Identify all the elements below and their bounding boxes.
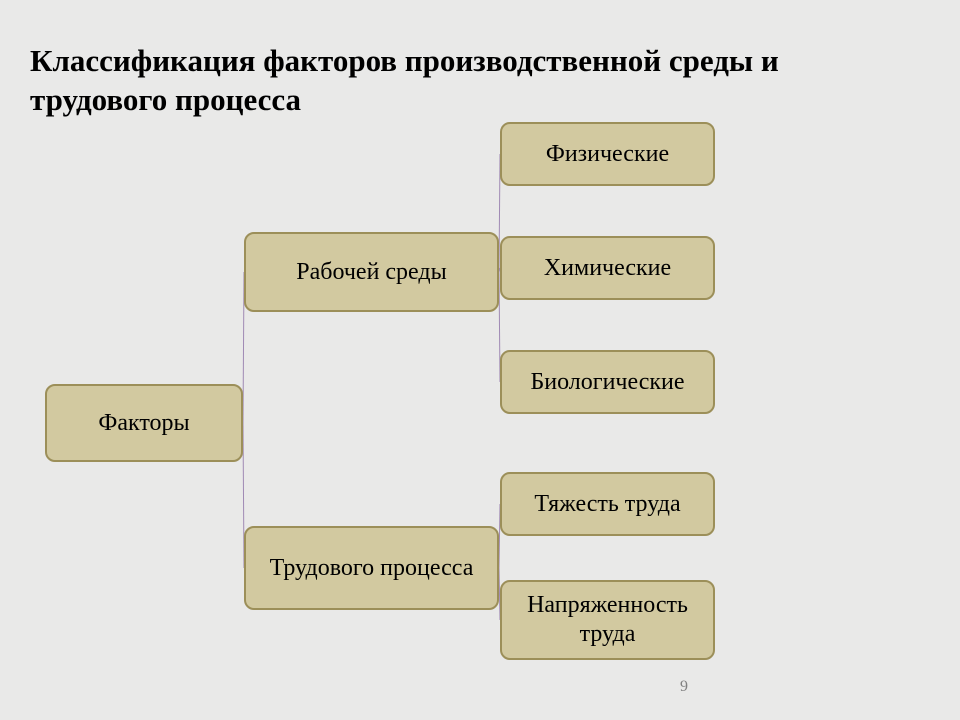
node-heavy: Тяжесть труда bbox=[500, 472, 715, 536]
slide-title: Классификация факторов производственной … bbox=[30, 42, 910, 120]
node-root: Факторы bbox=[45, 384, 243, 462]
node-bio: Биологические bbox=[500, 350, 715, 414]
node-chem: Химические bbox=[500, 236, 715, 300]
node-labor: Трудового процесса bbox=[244, 526, 499, 610]
page-number: 9 bbox=[680, 678, 688, 696]
node-work: Рабочей среды bbox=[244, 232, 499, 312]
slide: Классификация факторов производственной … bbox=[0, 0, 960, 720]
node-stress: Напряженность труда bbox=[500, 580, 715, 660]
node-phys: Физические bbox=[500, 122, 715, 186]
